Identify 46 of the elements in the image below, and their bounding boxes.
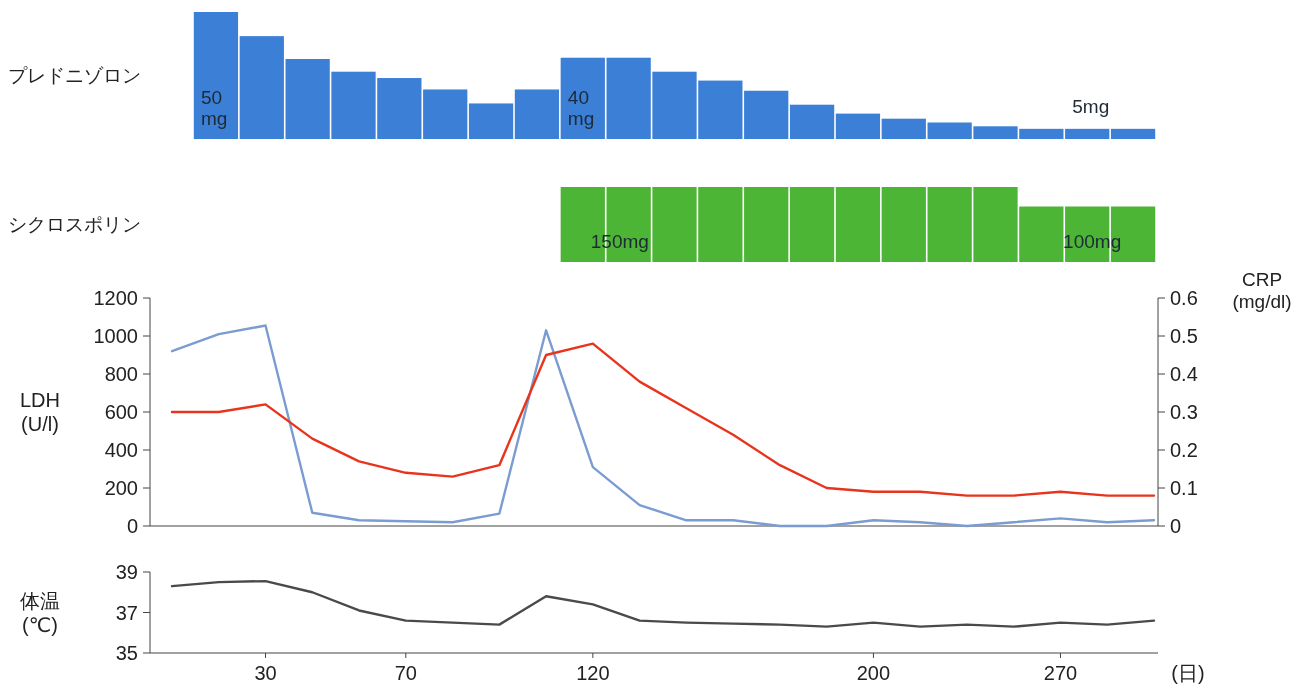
bar xyxy=(881,118,926,139)
bar xyxy=(835,113,881,139)
line-series xyxy=(170,324,1156,528)
bar xyxy=(468,103,514,139)
bar xyxy=(789,104,835,139)
y-tick-label: 39 xyxy=(115,561,138,583)
y2-tick-label: 0.6 xyxy=(1170,287,1198,309)
y2-tick-label: 0.5 xyxy=(1170,325,1198,347)
y-tick-label: 200 xyxy=(104,477,138,499)
bar xyxy=(1065,128,1110,139)
y-tick-label: 37 xyxy=(115,601,138,624)
annotation: 50 mg xyxy=(201,87,228,129)
x-tick-label: 120 xyxy=(576,662,610,684)
y-tick-label: 0 xyxy=(126,515,138,537)
annotation: 40 mg xyxy=(567,87,595,129)
x-tick-label: 270 xyxy=(1043,662,1078,684)
y-tick-label: 800 xyxy=(104,363,138,385)
y2-axis-title: CRP (mg/dl) xyxy=(1232,269,1292,312)
y-tick-label: 1200 xyxy=(93,287,138,309)
x-axis-title: (日) xyxy=(1171,662,1205,684)
bar xyxy=(193,12,239,139)
annotation: 5mg xyxy=(1072,95,1110,117)
y2-tick-label: 0.4 xyxy=(1170,363,1198,385)
y-axis-title: シクロスポリン xyxy=(8,213,141,235)
bar xyxy=(239,36,284,139)
y2-tick-label: 0.3 xyxy=(1170,401,1198,423)
y2-tick-label: 0.1 xyxy=(1170,477,1198,499)
bar xyxy=(514,89,560,139)
y-tick-label: 400 xyxy=(104,439,138,461)
y-axis-title: LDH (U/l) xyxy=(19,389,61,435)
y-axis-title: 体温 (℃) xyxy=(20,589,60,636)
bar xyxy=(1110,128,1156,139)
y-axis-title: プレドニゾロン xyxy=(8,64,141,86)
y-tick-label: 35 xyxy=(115,642,138,664)
x-tick-label: 30 xyxy=(254,662,277,684)
line-series xyxy=(170,579,1156,628)
y-tick-label: 1000 xyxy=(93,325,138,347)
bar xyxy=(423,89,468,139)
y2-tick-label: 0 xyxy=(1170,515,1182,537)
bar xyxy=(744,90,789,139)
bar xyxy=(560,57,605,139)
line-series xyxy=(170,342,1156,497)
y2-tick-label: 0.2 xyxy=(1170,439,1198,461)
y-tick-label: 600 xyxy=(104,401,138,423)
x-tick-label: 70 xyxy=(394,662,417,684)
x-tick-label: 200 xyxy=(856,662,891,684)
